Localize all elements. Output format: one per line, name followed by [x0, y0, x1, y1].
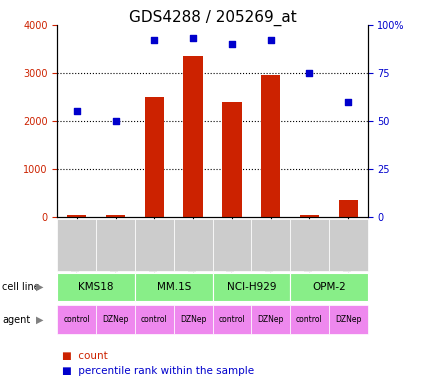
Text: control: control	[141, 315, 168, 324]
Point	[151, 37, 158, 43]
Bar	[67, 215, 86, 217]
Point	[112, 118, 119, 124]
Bar	[184, 56, 203, 217]
Text: GDS4288 / 205269_at: GDS4288 / 205269_at	[129, 10, 296, 26]
Text: cell line: cell line	[2, 282, 40, 292]
Point	[345, 99, 351, 105]
Bar	[144, 97, 164, 217]
Bar	[300, 215, 319, 217]
Text: control: control	[218, 315, 245, 324]
Text: control: control	[296, 315, 323, 324]
Text: agent: agent	[2, 314, 30, 325]
Bar	[222, 102, 241, 217]
Bar	[106, 215, 125, 217]
Text: OPM-2: OPM-2	[312, 282, 346, 292]
Text: ■  count: ■ count	[62, 351, 108, 361]
Text: ▶: ▶	[36, 282, 43, 292]
Text: DZNep: DZNep	[102, 315, 129, 324]
Text: DZNep: DZNep	[180, 315, 206, 324]
Text: NCI-H929: NCI-H929	[227, 282, 276, 292]
Point	[190, 35, 196, 41]
Bar	[339, 200, 358, 217]
Text: KMS18: KMS18	[78, 282, 114, 292]
Point	[267, 37, 274, 43]
Point	[74, 108, 80, 114]
Text: DZNep: DZNep	[335, 315, 361, 324]
Point	[229, 41, 235, 47]
Point	[306, 70, 313, 76]
Text: DZNep: DZNep	[258, 315, 284, 324]
Text: ▶: ▶	[36, 314, 43, 325]
Text: control: control	[63, 315, 90, 324]
Text: MM.1S: MM.1S	[156, 282, 191, 292]
Bar	[261, 75, 280, 217]
Text: ■  percentile rank within the sample: ■ percentile rank within the sample	[62, 366, 254, 376]
